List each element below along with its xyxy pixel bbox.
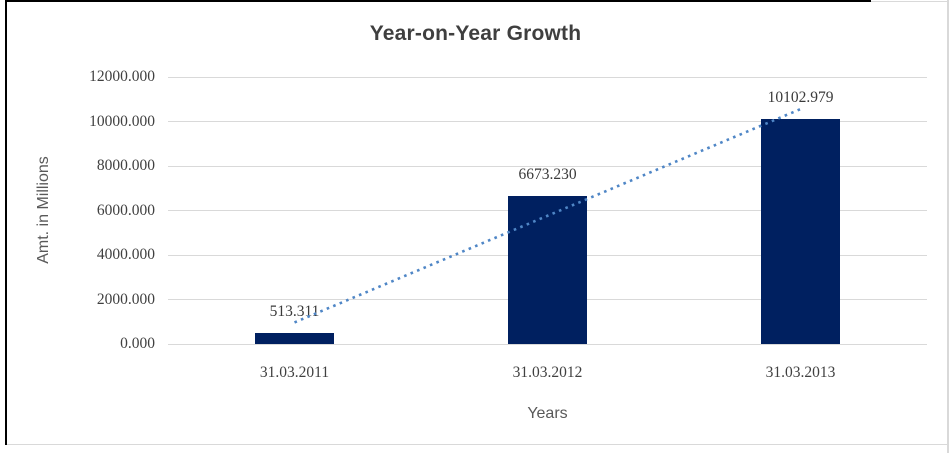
gridline — [168, 343, 927, 345]
gridline — [168, 76, 927, 78]
y-tick-label: 10000.000 — [89, 112, 155, 130]
chart-border-top — [5, 0, 871, 2]
y-tick-label: 8000.000 — [96, 157, 155, 174]
x-tick-label: 31.03.2012 — [512, 364, 583, 381]
plot-area: 513.311 6673.230 10102.979 — [168, 76, 927, 345]
bar-data-label: 6673.230 — [518, 165, 577, 183]
chart-title: Year-on-Year Growth — [369, 22, 582, 45]
y-tick-label: 6000.000 — [96, 201, 155, 219]
cell-gridline-horizontal — [7, 444, 947, 445]
gridline — [168, 165, 927, 167]
trendline — [293, 107, 802, 324]
y-tick-label: 12000.000 — [89, 68, 155, 85]
bar — [761, 119, 840, 344]
bar — [508, 195, 587, 344]
bar-data-label: 10102.979 — [767, 89, 834, 107]
y-tick-label: 4000.000 — [96, 246, 155, 263]
bar — [255, 332, 334, 344]
y-tick-label: 2000.000 — [96, 290, 155, 308]
cell-gridline-vertical — [947, 0, 949, 453]
chart-border-left — [5, 0, 7, 445]
x-tick-label: 31.03.2011 — [259, 364, 330, 381]
bar-series: 513.311 6673.230 10102.979 — [168, 77, 927, 344]
cell-gridline-top — [871, 1, 948, 2]
bar-data-label: 513.311 — [269, 302, 320, 320]
y-tick-label: 0.000 — [120, 335, 155, 352]
x-tick-label: 31.03.2013 — [765, 364, 836, 381]
x-axis-title: Years — [527, 405, 568, 422]
gridline — [168, 121, 927, 122]
